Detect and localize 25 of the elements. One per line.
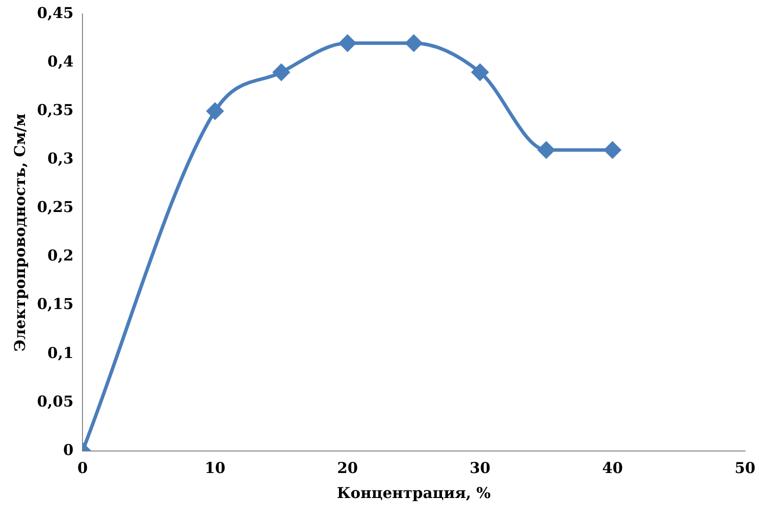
y-tick-label: 0,2 [47,246,74,265]
y-tick-label: 0,15 [36,295,74,314]
point [404,34,423,52]
y-tick-label: 0,3 [47,150,74,168]
y-tick-label: 0,45 [36,4,74,22]
x-tick-label: 20 [337,458,358,477]
point [206,102,224,120]
point [604,140,622,159]
y-tick-label: 0,05 [36,392,74,410]
x-tick-label: 50 [734,458,756,477]
y-tick-label: 0,1 [47,344,74,362]
point [537,140,556,159]
point [471,63,490,82]
x-tick-label: 0 [77,458,88,477]
y-axis-title: Электропроводность, См/м [10,113,29,352]
point [338,34,357,52]
x-tick-label: 10 [204,458,226,477]
y-tick-label: 0,25 [36,198,74,216]
point [272,63,290,82]
x-tick-label: 30 [470,458,490,477]
x-tick-label: 40 [602,458,623,477]
y-tick-label: 0,4 [47,52,74,70]
y-tick-label: 0,35 [36,101,74,119]
x-axis-title: Концентрация, % [336,484,491,502]
y-tick-label: 0 [63,440,74,459]
